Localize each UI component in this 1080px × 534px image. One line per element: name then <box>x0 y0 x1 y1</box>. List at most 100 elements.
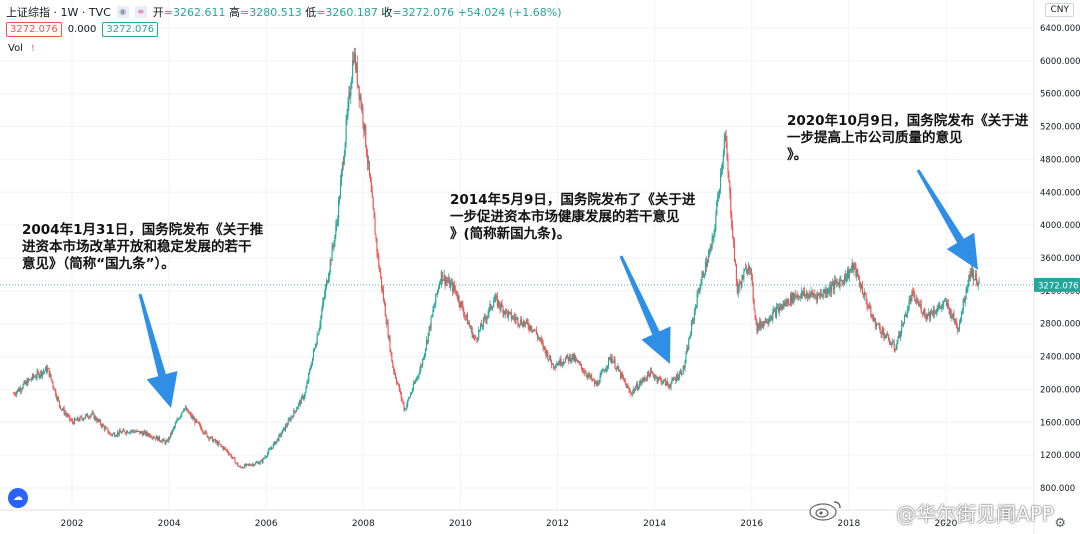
candle-body <box>612 361 614 363</box>
candle-body <box>754 309 756 318</box>
candle-body <box>276 438 278 442</box>
candle-body <box>608 357 610 358</box>
candle-body <box>916 299 918 301</box>
volume-legend[interactable]: Vol ! <box>8 43 35 54</box>
candle-body <box>832 282 835 290</box>
candle-body <box>223 447 225 450</box>
time-axis[interactable]: 2002 2004 2006 2008 2010 2012 2014 2016 2018 2020 <box>0 509 1034 529</box>
candle-body <box>567 356 569 361</box>
candle-body <box>273 441 275 444</box>
candle-body <box>310 367 312 370</box>
candle-body <box>899 331 901 338</box>
candle-body <box>35 377 37 378</box>
candle-body <box>366 146 368 157</box>
candle-body <box>655 376 657 378</box>
candle-body <box>705 261 708 267</box>
candle-body <box>435 293 437 304</box>
candle-body <box>664 379 666 386</box>
candle-body <box>260 460 262 462</box>
candle-body <box>956 321 958 329</box>
warning-icon[interactable]: ! <box>30 43 35 54</box>
candle-body <box>269 448 272 450</box>
candle-body <box>300 396 302 404</box>
candle-body <box>902 324 904 326</box>
candle-body <box>311 365 313 368</box>
candle-body <box>505 309 507 315</box>
candle-body <box>640 381 642 384</box>
eye-icon[interactable]: ◉ <box>116 6 129 18</box>
candle-body <box>896 342 898 349</box>
candle-body <box>672 378 674 380</box>
candle-body <box>763 321 765 324</box>
candle-body <box>17 389 19 392</box>
candle-body <box>381 276 383 288</box>
candle-body <box>233 457 235 459</box>
candle-body <box>883 331 885 338</box>
candle-body <box>807 294 809 299</box>
candle-body <box>709 246 711 252</box>
y-tick-label: 5600.000 <box>1040 90 1080 100</box>
candle-body <box>554 366 556 368</box>
candle-body <box>657 379 659 381</box>
candle-body <box>128 432 131 434</box>
candle-body <box>907 309 909 311</box>
candle-body <box>779 307 781 310</box>
candle-body <box>353 59 355 63</box>
candle-body <box>648 371 650 375</box>
gear-icon[interactable]: ⚙ <box>1054 516 1066 531</box>
candle-body <box>695 306 697 308</box>
candle-body <box>499 306 501 309</box>
candle-body <box>544 346 546 350</box>
candle-body <box>693 311 695 320</box>
currency-badge[interactable]: CNY <box>1045 3 1074 17</box>
candle-body <box>304 392 306 397</box>
candle-body <box>483 316 485 319</box>
candle-body <box>662 382 664 384</box>
candle-body <box>198 421 200 424</box>
settings-icon[interactable]: ≡ <box>134 6 147 18</box>
candle-body <box>828 291 830 293</box>
candle-body <box>728 173 730 182</box>
candle-body <box>264 457 266 459</box>
candle-body <box>762 321 765 327</box>
candle-body <box>302 396 304 399</box>
price-axis[interactable]: 800.000 1200.000 1600.000 2000.000 2400.000 2… <box>1033 0 1080 534</box>
candle-body <box>298 401 300 404</box>
candle-body <box>642 377 644 381</box>
candle-body <box>600 372 602 376</box>
candle-body <box>785 300 787 306</box>
candle-body <box>564 362 566 364</box>
candle-body <box>14 393 16 395</box>
candle-body <box>536 330 538 335</box>
candle-body <box>592 379 595 381</box>
candle-body <box>462 304 464 311</box>
candle-body <box>460 301 462 307</box>
candle-body <box>42 372 44 376</box>
candle-body <box>241 467 243 468</box>
candle-body <box>570 359 572 362</box>
candle-body <box>879 327 881 333</box>
candle-body <box>661 378 663 384</box>
candle-body <box>669 387 671 389</box>
cloud-icon[interactable]: ☁ <box>8 488 28 508</box>
y-tick-label: 2000.000 <box>1040 385 1080 395</box>
candle-body <box>767 322 769 324</box>
y-tick-label: 6000.000 <box>1040 57 1080 67</box>
candle-body <box>623 378 625 382</box>
candle-body <box>351 79 353 89</box>
candle-body <box>484 316 486 319</box>
symbol-label[interactable]: 上证综指 · 1W · TVC <box>6 6 111 19</box>
candle-body <box>141 431 143 433</box>
candle-body <box>656 376 658 381</box>
candle-body <box>344 142 346 155</box>
candle-body <box>745 267 747 269</box>
candle-body <box>653 376 655 379</box>
candle-body <box>643 377 645 379</box>
candle-body <box>68 415 70 416</box>
candle-body <box>184 407 187 409</box>
candle-body <box>562 362 564 365</box>
candle-body <box>80 416 82 418</box>
arrow-icon <box>916 169 978 270</box>
candle-body <box>851 262 853 269</box>
